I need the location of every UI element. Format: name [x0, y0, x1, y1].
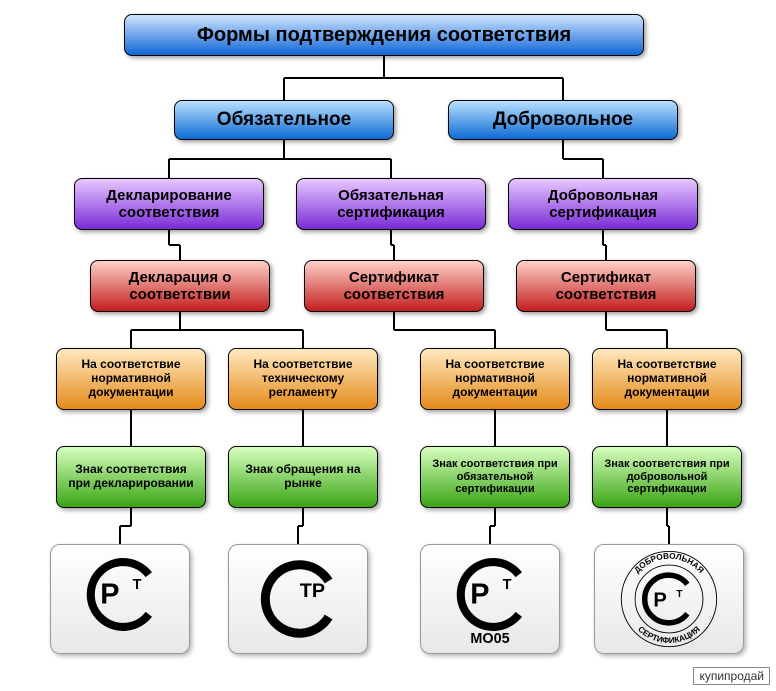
node-o2: На соответствие техническому регламенту [228, 348, 378, 410]
svg-text:Т: Т [503, 577, 512, 593]
svg-text:Р: Р [100, 579, 119, 611]
svg-text:Р: Р [653, 589, 666, 611]
logo-l1: Р Т [50, 544, 190, 654]
svg-text:СЕРТИФИКАЦИЯ: СЕРТИФИКАЦИЯ [636, 625, 702, 645]
node-o4: На соответствие нормативной документации [592, 348, 742, 410]
node-g1: Знак соответствия при декларировании [56, 446, 206, 508]
node-mand: Обязательное [174, 100, 394, 140]
node-g3: Знак соответствия при обязательной серти… [420, 446, 570, 508]
svg-text:ДОБРОВОЛЬНАЯ: ДОБРОВОЛЬНАЯ [632, 552, 705, 575]
svg-text:Р: Р [470, 579, 489, 611]
node-vcert2: Сертификат соответствия [516, 260, 696, 312]
node-vcert: Добровольная сертификация [508, 178, 698, 230]
svg-text:Т: Т [133, 577, 142, 593]
node-o3: На соответствие нормативной документации [420, 348, 570, 410]
node-o1: На соответствие нормативной документации [56, 348, 206, 410]
node-mcert2: Сертификат соответствия [304, 260, 484, 312]
node-mcert: Обязательная сертификация [296, 178, 486, 230]
logo-l2: ТР [228, 544, 368, 654]
watermark: купипродай [693, 667, 770, 685]
node-g4: Знак соответствия при добровольной серти… [592, 446, 742, 508]
svg-text:МО05: МО05 [470, 631, 509, 647]
svg-text:Т: Т [676, 589, 683, 600]
logo-l4: ДОБРОВОЛЬНАЯ СЕРТИФИКАЦИЯ Р Т [594, 544, 744, 654]
node-vol: Добровольное [448, 100, 678, 140]
svg-text:ТР: ТР [300, 580, 325, 602]
node-decl2: Декларация о соответствии [90, 260, 270, 312]
node-decl: Декларирование соответствия [74, 178, 264, 230]
node-root: Формы подтверждения соответствия [124, 14, 644, 56]
logo-l3: Р Т МО05 [420, 544, 560, 654]
node-g2: Знак обращения на рынке [228, 446, 378, 508]
